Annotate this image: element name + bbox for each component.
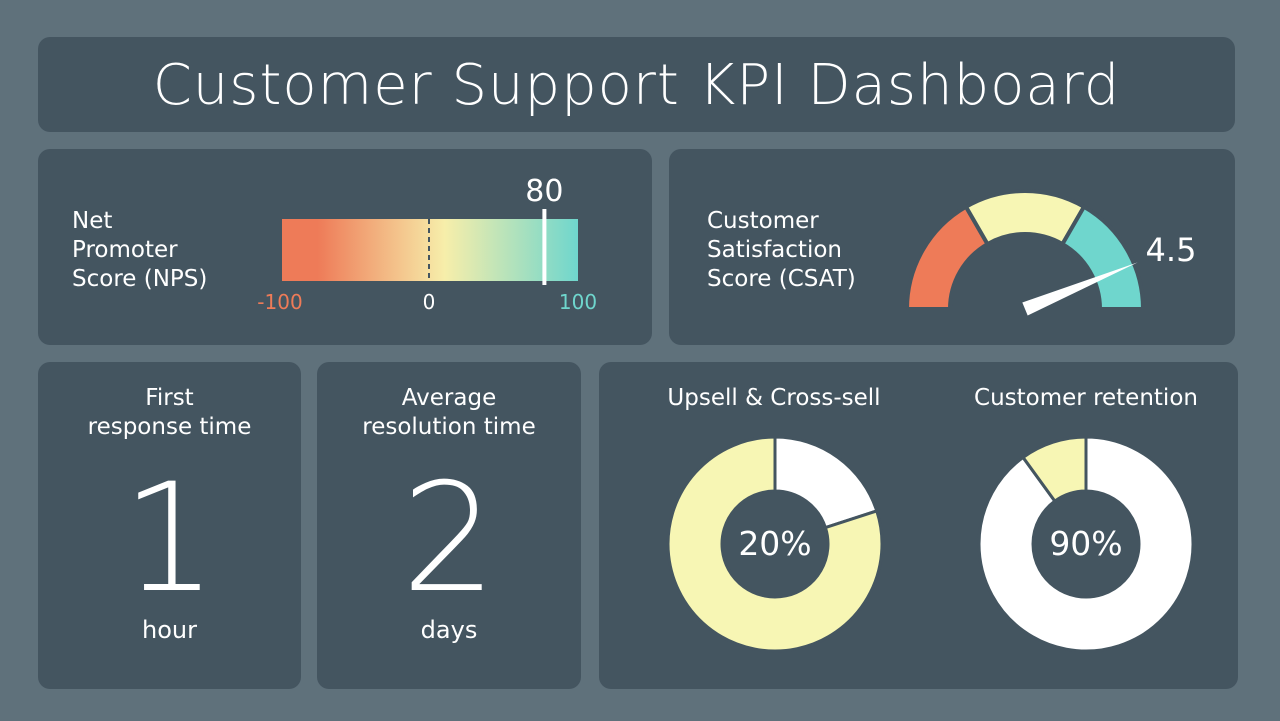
retention-slice-2 [1021, 435, 1088, 504]
csat-label-line-2: Satisfaction [707, 237, 842, 263]
csat-needle [1022, 262, 1138, 316]
upsell-title: Upsell & Cross-sell [667, 385, 880, 411]
upsell-center-label: 20% [738, 524, 811, 563]
first-response-value: 1 [121, 452, 218, 626]
upsell-slice-2 [666, 435, 884, 653]
nps-label-line-2: Promoter [72, 237, 178, 263]
nps-mid-tick: 0 [423, 290, 436, 314]
retention-donut [977, 435, 1195, 653]
nps-label-line-3: Score (NPS) [72, 266, 208, 292]
nps-bar-chart: 80 -100 0 100 [257, 174, 597, 314]
first-response-title-line-1: First [145, 385, 194, 411]
resolution-title-line-2: resolution time [362, 414, 536, 440]
csat-label-line-1: Customer [707, 208, 819, 234]
csat-panel: Customer Satisfaction Score (CSAT) 4.5 [669, 149, 1235, 345]
dashboard-title: Customer Support KPI Dashboard [152, 53, 1121, 118]
first-response-title: First response time [38, 384, 301, 442]
title-panel: Customer Support KPI Dashboard [38, 37, 1235, 132]
nps-min-tick: -100 [257, 290, 302, 314]
csat-label: Customer Satisfaction Score (CSAT) [707, 207, 856, 294]
nps-value-label: 80 [525, 174, 563, 209]
first-response-panel: First response time 1 hour [38, 362, 301, 689]
retention-center-label: 90% [1049, 524, 1122, 563]
first-response-unit: hour [142, 616, 197, 644]
retention-slice-1 [977, 435, 1195, 653]
nps-max-tick: 100 [559, 290, 597, 314]
resolution-title: Average resolution time [317, 384, 581, 442]
nps-panel: Net Promoter Score (NPS) 80 -100 0 100 [38, 149, 652, 345]
resolution-value: 2 [401, 452, 497, 626]
upsell-donut [666, 435, 884, 653]
nps-label-line-1: Net [72, 208, 113, 234]
resolution-panel: Average resolution time 2 days [317, 362, 581, 689]
csat-value-label: 4.5 [1146, 231, 1197, 269]
first-response-title-line-2: response time [87, 414, 252, 440]
csat-label-line-3: Score (CSAT) [707, 266, 856, 292]
donut-charts: Upsell & Cross-sell Customer retention 2… [666, 385, 1198, 653]
resolution-unit: days [420, 616, 478, 644]
csat-band-high [1059, 204, 1146, 311]
nps-label: Net Promoter Score (NPS) [72, 207, 207, 294]
csat-gauge: 4.5 [904, 189, 1197, 316]
donut-panel: Upsell & Cross-sell Customer retention 2… [599, 362, 1238, 689]
retention-title: Customer retention [974, 385, 1198, 411]
upsell-slice-1 [773, 435, 879, 530]
resolution-title-line-1: Average [401, 385, 497, 411]
